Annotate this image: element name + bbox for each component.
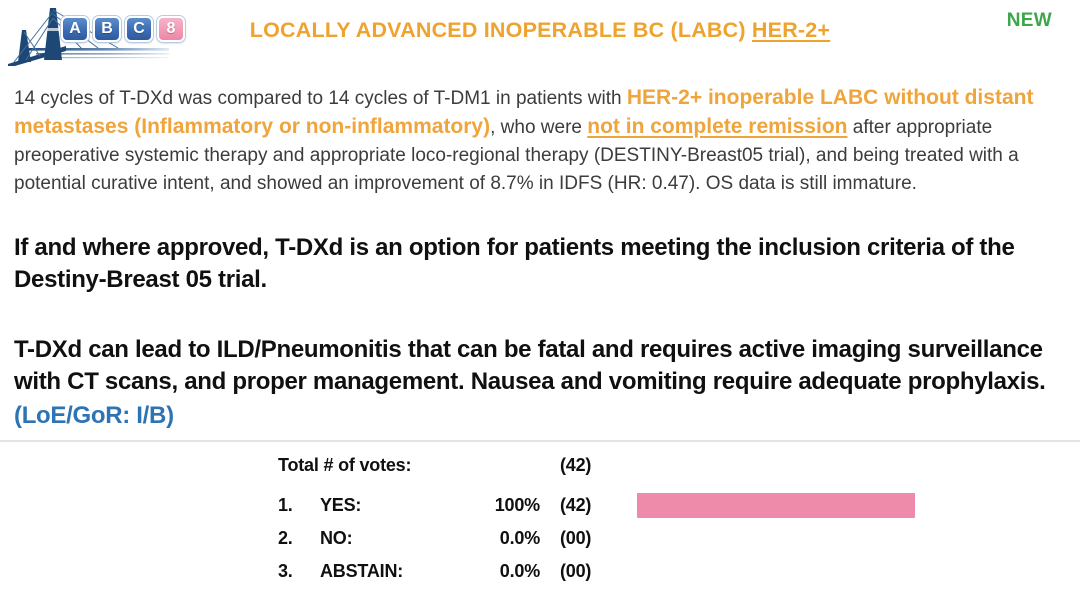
votes-total-row: Total # of votes: (42)	[278, 450, 1080, 480]
summary-seg-4-highlight-underline: not in complete remission	[587, 115, 848, 138]
page-title: LOCALLY ADVANCED INOPERABLE BC (LABC) HE…	[250, 18, 830, 43]
logo-tile-a: A	[61, 16, 89, 42]
page-title-main: LOCALLY ADVANCED INOPERABLE BC (LABC)	[249, 18, 752, 42]
section-divider	[0, 440, 1080, 442]
abc8-logo: A B C 8	[6, 4, 185, 66]
logo-tile-c: C	[125, 16, 153, 42]
slide-header: A B C 8 LOCALLY ADVANCED INOPERABLE BC (…	[0, 0, 1080, 70]
vote-pct: 0.0%	[499, 561, 540, 581]
summary-seg-2-highlight: HER-2+ inoperable LABC without distant m…	[14, 86, 1034, 138]
vote-row-abstain: 3. ABSTAIN: 0.0% (00)	[278, 555, 1080, 588]
vote-row-no: 2. NO: 0.0% (00)	[278, 522, 1080, 555]
recommendation-statement-2: T-DXd can lead to ILD/Pneumonitis that c…	[14, 336, 1046, 395]
logo-tiles: A B C 8	[61, 16, 185, 42]
vote-label: NO:	[320, 528, 353, 548]
vote-row-yes: 1. YES: 100% (42)	[278, 489, 1080, 522]
new-badge: NEW	[1006, 10, 1052, 31]
vote-count: (00)	[560, 528, 592, 548]
loe-gor-label: (LoE/GoR: I/B)	[14, 402, 174, 429]
summary-paragraph: 14 cycles of T-DXd was compared to 14 cy…	[14, 84, 1064, 198]
logo-tile-b: B	[93, 16, 121, 42]
logo-tile-8: 8	[157, 16, 185, 42]
page-title-underlined: HER-2+	[751, 18, 831, 42]
vote-num: 3.	[278, 561, 293, 581]
votes-total-count: (42)	[560, 454, 592, 475]
vote-pct: 100%	[494, 495, 540, 515]
recommendation-statement-1: If and where approved, T-DXd is an optio…	[14, 234, 1015, 293]
vote-num: 2.	[278, 528, 293, 548]
vote-num: 1.	[278, 495, 293, 515]
vote-count: (42)	[560, 495, 592, 515]
vote-count: (00)	[560, 561, 592, 581]
summary-seg-1: 14 cycles of T-DXd was compared to 14 cy…	[14, 88, 627, 109]
vote-bar-yes	[637, 493, 915, 518]
vote-label: ABSTAIN:	[320, 561, 404, 581]
summary-seg-5: after appropriate preoperative systemic …	[14, 117, 1019, 194]
vote-label: YES:	[320, 495, 362, 515]
vote-pct: 0.0%	[499, 528, 540, 548]
summary-seg-3: , who were	[490, 117, 588, 138]
votes-total-label: Total # of votes:	[278, 454, 412, 475]
votes-section: Total # of votes: (42) 1. YES: 100% (42)…	[278, 450, 1080, 588]
